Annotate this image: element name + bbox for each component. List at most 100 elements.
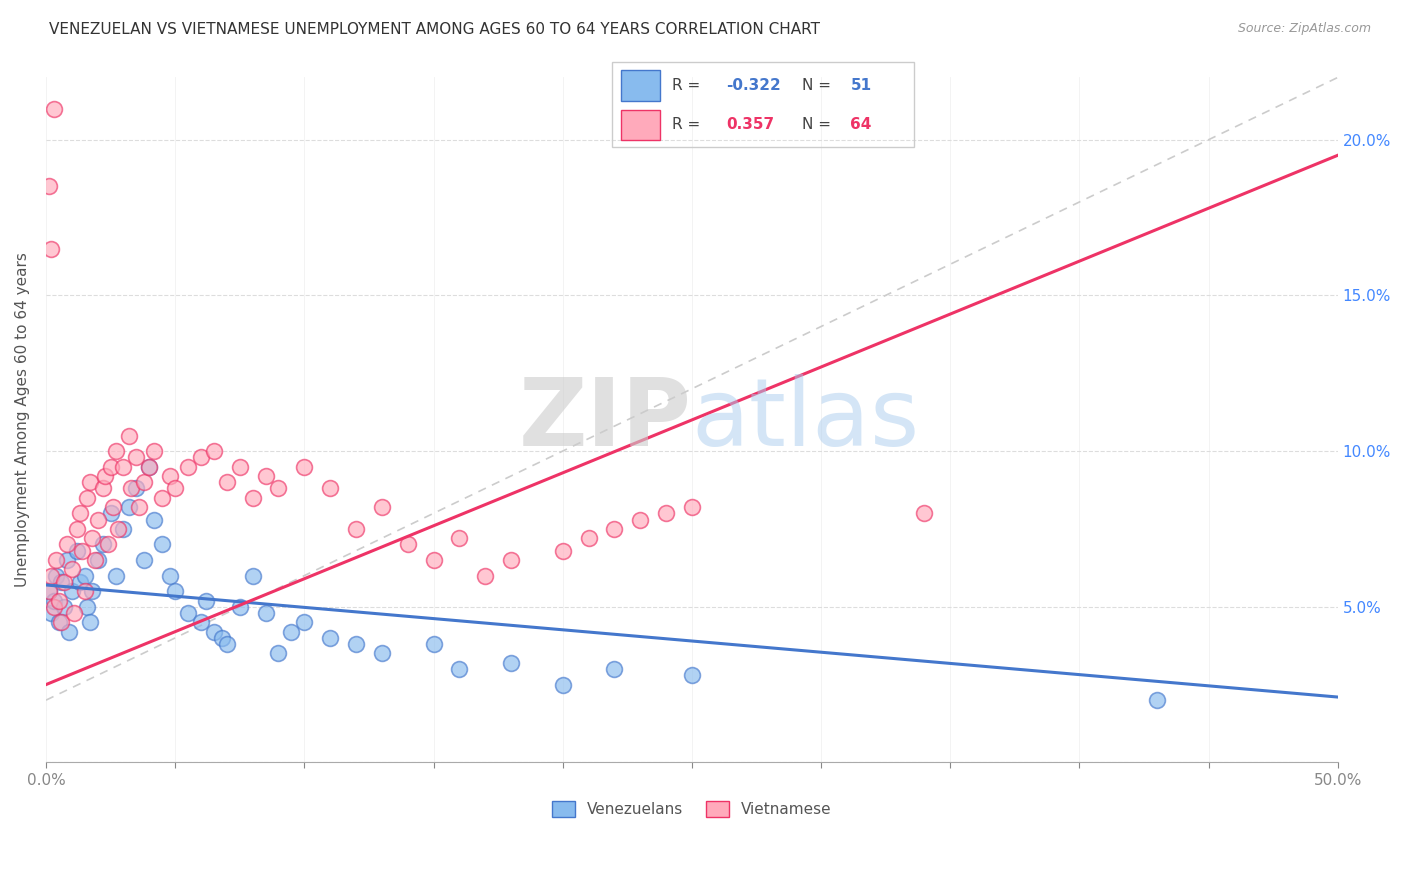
Point <box>117 500 139 515</box>
Point <box>681 500 703 515</box>
Point <box>912 506 935 520</box>
Point <box>104 444 127 458</box>
Point <box>76 491 98 505</box>
Point <box>551 543 574 558</box>
Point <box>242 491 264 505</box>
Point <box>42 593 65 607</box>
Text: Source: ZipAtlas.com: Source: ZipAtlas.com <box>1237 22 1371 36</box>
Point <box>422 637 444 651</box>
Point <box>53 574 76 589</box>
Point <box>449 662 471 676</box>
Point <box>134 553 156 567</box>
Text: -0.322: -0.322 <box>727 78 782 93</box>
Point <box>254 469 277 483</box>
Text: ZIP: ZIP <box>519 374 692 466</box>
Point <box>229 459 252 474</box>
Text: R =: R = <box>672 117 710 132</box>
Text: 64: 64 <box>851 117 872 132</box>
Point <box>58 624 80 639</box>
Point <box>655 506 678 520</box>
Text: atlas: atlas <box>692 374 920 466</box>
Point <box>51 574 73 589</box>
Point <box>39 606 62 620</box>
Point <box>51 615 73 630</box>
Text: VENEZUELAN VS VIETNAMESE UNEMPLOYMENT AMONG AGES 60 TO 64 YEARS CORRELATION CHAR: VENEZUELAN VS VIETNAMESE UNEMPLOYMENT AM… <box>49 22 820 37</box>
Point <box>55 553 77 567</box>
Point <box>60 584 83 599</box>
Point <box>215 475 238 490</box>
Point <box>177 606 200 620</box>
Point <box>319 631 342 645</box>
Point <box>499 553 522 567</box>
Point <box>371 647 394 661</box>
Point <box>578 531 600 545</box>
Legend: Venezuelans, Vietnamese: Venezuelans, Vietnamese <box>546 795 838 823</box>
Point <box>422 553 444 567</box>
Point <box>190 615 212 630</box>
Point <box>150 537 173 551</box>
Point <box>449 531 471 545</box>
Point <box>159 568 181 582</box>
Point <box>38 584 60 599</box>
Point <box>86 512 108 526</box>
Point <box>84 553 107 567</box>
Point <box>53 599 76 614</box>
Point <box>69 506 91 520</box>
Point <box>344 522 367 536</box>
Point <box>112 522 135 536</box>
Point <box>143 512 166 526</box>
Text: N =: N = <box>801 78 837 93</box>
Point <box>45 568 67 582</box>
Point <box>76 599 98 614</box>
Point <box>63 606 86 620</box>
Point <box>91 537 114 551</box>
Point <box>254 606 277 620</box>
Point <box>79 475 101 490</box>
Point <box>202 624 225 639</box>
Point <box>69 574 91 589</box>
Point <box>39 242 62 256</box>
Point <box>97 537 120 551</box>
Point <box>125 450 148 465</box>
Point <box>112 459 135 474</box>
Point <box>100 459 122 474</box>
Point <box>499 656 522 670</box>
Point <box>73 584 96 599</box>
Point <box>138 459 160 474</box>
Point <box>165 482 187 496</box>
Point <box>82 531 104 545</box>
Point <box>39 568 62 582</box>
Point <box>319 482 342 496</box>
Point <box>292 459 315 474</box>
Point <box>143 444 166 458</box>
Point <box>1146 693 1168 707</box>
Point <box>134 475 156 490</box>
Point <box>202 444 225 458</box>
Point <box>229 599 252 614</box>
Point <box>38 584 60 599</box>
Point <box>267 482 290 496</box>
Text: 51: 51 <box>851 78 872 93</box>
Point <box>125 482 148 496</box>
Point <box>551 677 574 691</box>
Point <box>159 469 181 483</box>
Point <box>38 179 60 194</box>
Point <box>91 482 114 496</box>
Point <box>73 568 96 582</box>
Point <box>104 568 127 582</box>
Point <box>94 469 117 483</box>
Point <box>396 537 419 551</box>
Point <box>82 584 104 599</box>
Point <box>70 543 93 558</box>
Point <box>474 568 496 582</box>
Text: R =: R = <box>672 78 706 93</box>
Point <box>371 500 394 515</box>
Point <box>60 562 83 576</box>
Point <box>66 543 89 558</box>
Point <box>603 522 626 536</box>
Point <box>242 568 264 582</box>
Point <box>267 647 290 661</box>
Point <box>280 624 302 639</box>
Point <box>101 500 124 515</box>
Point <box>79 615 101 630</box>
